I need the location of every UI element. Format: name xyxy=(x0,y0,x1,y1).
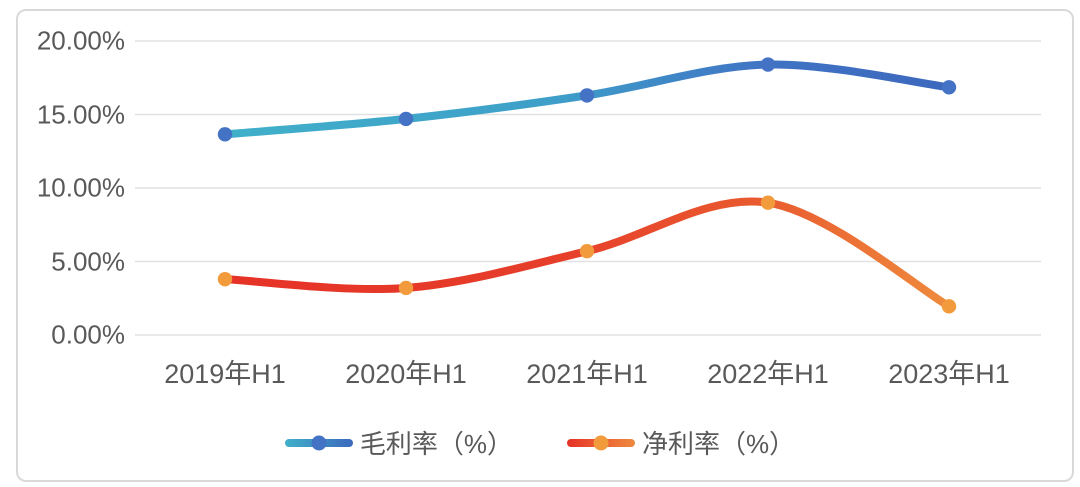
y-axis-tick-15: 15.00% xyxy=(36,99,125,129)
series-0-marker-2023年H1 xyxy=(941,80,957,95)
legend-item-net-margin: 净利率（%） xyxy=(567,424,795,461)
gross-margin-marker-icon xyxy=(311,435,327,450)
x-axis-label-2021h1: 2021年H1 xyxy=(526,359,648,389)
x-axis-label-2022h1: 2022年H1 xyxy=(707,359,829,389)
series-0-marker-2020年H1 xyxy=(398,111,414,127)
net-margin-line-swatch-icon xyxy=(567,435,635,450)
x-axis-label-2023h1: 2023年H1 xyxy=(888,359,1010,389)
series-1-marker-2022年H1 xyxy=(760,195,776,210)
series-0-marker-2022年H1 xyxy=(760,57,776,72)
gross-margin-line-swatch-icon xyxy=(284,435,353,450)
series-1-marker-2021年H1 xyxy=(579,244,595,259)
y-axis-tick-20: 20.00% xyxy=(36,25,125,56)
legend-label-gross-margin: 毛利率（%） xyxy=(359,429,513,459)
chart-legend: 毛利率（%） 净利率（%） xyxy=(0,424,1080,461)
x-axis-label-2019h1: 2019年H1 xyxy=(164,359,286,389)
y-axis-tick-10: 10.00% xyxy=(36,172,125,203)
y-axis-tick-0: 0.00% xyxy=(51,319,125,350)
net-margin-marker-icon xyxy=(593,435,609,450)
series-0-marker-2021年H1 xyxy=(579,88,595,103)
series-1-marker-2020年H1 xyxy=(398,280,414,296)
y-axis-tick-5: 5.00% xyxy=(51,246,125,276)
legend-label-net-margin: 净利率（%） xyxy=(642,429,796,459)
x-axis-label-2020h1: 2020年H1 xyxy=(345,359,467,389)
series-1-marker-2023年H1 xyxy=(941,299,957,314)
legend-item-gross-margin: 毛利率（%） xyxy=(284,424,513,461)
series-0-marker-2019年H1 xyxy=(217,127,233,142)
series-1-marker-2019年H1 xyxy=(217,271,233,287)
